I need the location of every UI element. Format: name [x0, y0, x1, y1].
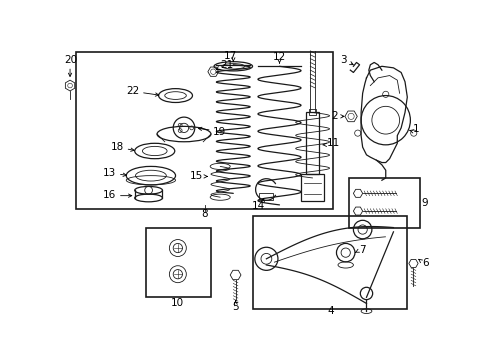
- Text: 5: 5: [232, 302, 239, 312]
- Text: 10: 10: [171, 298, 184, 308]
- Text: 19: 19: [212, 127, 225, 137]
- Text: 18: 18: [110, 142, 123, 152]
- Text: 16: 16: [103, 190, 116, 200]
- Text: 8: 8: [201, 209, 208, 219]
- Text: 3: 3: [339, 55, 346, 65]
- Text: 11: 11: [326, 138, 339, 148]
- Text: 4: 4: [326, 306, 333, 316]
- Text: 17: 17: [223, 50, 236, 60]
- Text: 12: 12: [272, 52, 285, 62]
- Text: 20: 20: [64, 55, 77, 65]
- Text: 22: 22: [126, 86, 139, 96]
- Text: 21: 21: [220, 60, 233, 70]
- Bar: [258, 193, 272, 199]
- Text: 13: 13: [103, 167, 116, 177]
- Bar: [301, 174, 324, 201]
- Bar: [306, 112, 318, 174]
- Text: 9: 9: [420, 198, 427, 208]
- Text: 2: 2: [331, 111, 337, 121]
- Text: 15: 15: [190, 171, 203, 181]
- Text: 1: 1: [412, 125, 419, 134]
- Bar: [348, 178, 419, 228]
- Bar: [308, 109, 316, 115]
- Text: 7: 7: [358, 244, 365, 255]
- Bar: [253, 216, 407, 309]
- Bar: [76, 53, 333, 209]
- Text: 14: 14: [251, 202, 265, 211]
- Text: 6: 6: [422, 258, 428, 267]
- Bar: [145, 228, 210, 297]
